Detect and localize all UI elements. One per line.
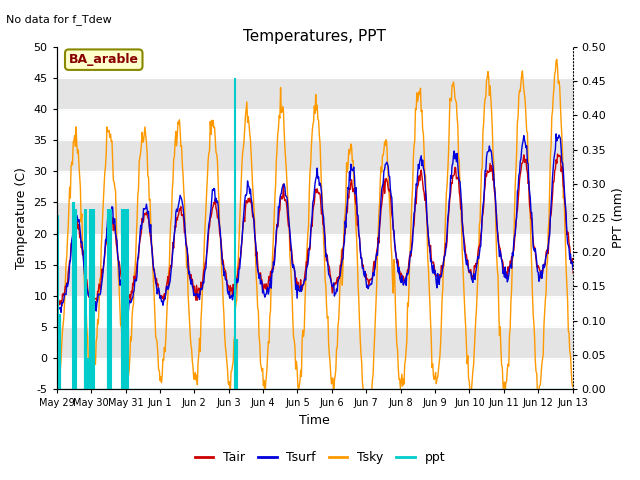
X-axis label: Time: Time [300, 414, 330, 427]
Y-axis label: Temperature (C): Temperature (C) [15, 167, 28, 269]
Text: No data for f_Tdew: No data for f_Tdew [6, 14, 112, 25]
Legend: Tair, Tsurf, Tsky, ppt: Tair, Tsurf, Tsky, ppt [189, 446, 451, 469]
Bar [57, 203, 573, 234]
Bar [57, 140, 573, 171]
Bar [57, 327, 573, 358]
Bar [57, 78, 573, 109]
Title: Temperatures, PPT: Temperatures, PPT [243, 29, 386, 44]
Text: BA_arable: BA_arable [68, 53, 139, 66]
Y-axis label: PPT (mm): PPT (mm) [612, 188, 625, 248]
Bar [57, 264, 573, 296]
